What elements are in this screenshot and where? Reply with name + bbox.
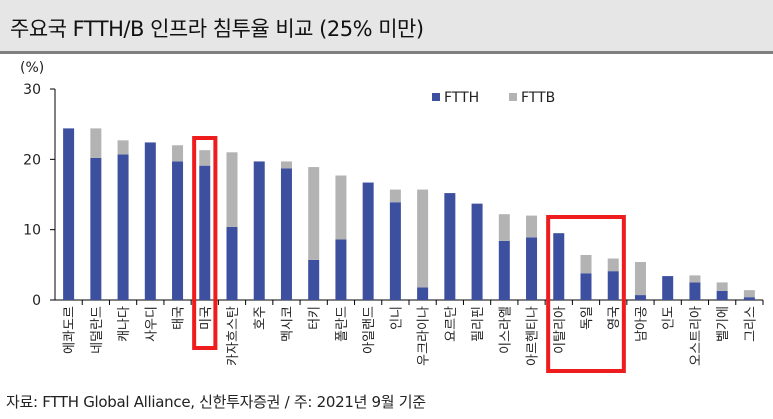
bar-ftth-17 [526, 237, 538, 300]
bar-ftth-0 [63, 128, 75, 300]
bar-fttb-9 [308, 167, 320, 260]
bar-fttb-21 [634, 262, 646, 296]
x-category-label: 영국 [607, 306, 622, 330]
bar-ftth-20 [607, 271, 619, 300]
bar-ftth-1 [90, 157, 102, 300]
x-category-label: 미국 [199, 306, 214, 330]
bar-ftth-10 [335, 239, 347, 300]
bar-fttb-23 [689, 275, 701, 283]
bar-ftth-12 [389, 202, 401, 300]
bar-ftth-8 [280, 168, 292, 300]
x-category-label: 오스트리아 [689, 306, 704, 366]
bar-fttb-20 [607, 258, 619, 272]
x-category-label: 태국 [172, 306, 187, 330]
bar-fttb-6 [226, 152, 238, 227]
bar-fttb-1 [90, 128, 102, 158]
y-tick-label: 10 [23, 223, 41, 239]
y-tick-label: 20 [23, 152, 41, 168]
x-category-label: 요르단 [444, 306, 459, 342]
chart-title: 주요국 FTTH/B 인프라 침투율 비교 (25% 미만) [10, 17, 424, 41]
bar-fttb-13 [417, 189, 429, 288]
bar-fttb-24 [716, 282, 728, 291]
legend-swatch-fttb [509, 93, 517, 101]
bar-ftth-24 [716, 290, 728, 300]
bar-fttb-2 [117, 140, 129, 155]
x-category-label: 우크라이나 [417, 306, 432, 366]
x-category-label: 이스라엘 [498, 306, 513, 354]
bar-ftth-15 [471, 203, 483, 300]
bar-ftth-5 [199, 165, 211, 300]
y-tick-label: 30 [23, 82, 41, 98]
x-category-label: 멕시코 [280, 306, 295, 342]
y-tick-label: 0 [32, 293, 41, 309]
legend-swatch-ftth [432, 93, 440, 101]
x-category-label: 남아공 [634, 306, 649, 342]
bar-ftth-19 [580, 273, 592, 300]
bar-fttb-25 [743, 290, 755, 298]
bar-fttb-10 [335, 175, 347, 240]
bar-fttb-19 [580, 254, 592, 274]
x-category-label: 그리스 [743, 306, 758, 342]
legend-label-fttb: FTTB [521, 90, 555, 106]
bar-ftth-11 [362, 182, 374, 300]
bar-fttb-12 [389, 189, 401, 203]
legend-label-ftth: FTTH [444, 90, 479, 106]
bar-ftth-23 [689, 282, 701, 300]
bar-ftth-18 [553, 233, 565, 300]
x-category-label: 카자흐스탄 [226, 306, 241, 366]
bar-fttb-8 [280, 161, 292, 169]
highlight-box-0 [192, 136, 218, 350]
bar-ftth-7 [253, 161, 265, 300]
bar-ftth-22 [662, 276, 674, 300]
bar-ftth-9 [308, 259, 320, 300]
title-bar: 주요국 FTTH/B 인프라 침투율 비교 (25% 미만) [0, 0, 773, 54]
bar-ftth-2 [117, 154, 129, 300]
x-category-label: 이탈리아 [553, 306, 568, 354]
x-category-label: 호주 [253, 306, 268, 330]
x-category-label: 터키 [308, 306, 323, 330]
bar-ftth-14 [444, 193, 456, 300]
bar-ftth-16 [498, 240, 510, 300]
x-category-label: 캐나다 [117, 306, 132, 342]
x-category-label: 에콰도르 [63, 306, 78, 354]
x-category-label: 아르헨티나 [526, 306, 541, 366]
x-category-label: 네덜란드 [90, 306, 105, 354]
bar-fttb-16 [498, 214, 510, 241]
bar-ftth-25 [743, 297, 755, 300]
x-category-label: 아일랜드 [362, 306, 377, 354]
bar-ftth-3 [144, 142, 156, 300]
x-category-label: 벨기에 [716, 306, 731, 342]
bar-ftth-13 [417, 287, 429, 300]
x-category-label: 인니 [389, 306, 404, 330]
y-axis-unit-label: (%) [20, 60, 44, 76]
x-category-label: 독일 [580, 306, 595, 330]
bar-fttb-5 [199, 150, 211, 166]
bar-ftth-6 [226, 226, 238, 300]
stacked-bar-chart: (%) 0 10 20 30 에콰도르 네덜란드 캐나다 사우디 태국 미국 카자흐스탄 호주 멕시코 터키… [20, 60, 764, 373]
bar-fttb-17 [526, 215, 538, 238]
bar-ftth-4 [172, 161, 184, 300]
x-category-label: 인도 [662, 306, 677, 330]
bar-fttb-4 [172, 145, 184, 162]
highlight-box-1 [546, 215, 626, 373]
x-category-label: 필리핀 [471, 306, 486, 342]
bar-ftth-21 [634, 295, 646, 300]
x-category-label: 사우디 [144, 306, 159, 342]
x-category-label: 폴란드 [335, 306, 350, 342]
source-note: 자료: FTTH Global Alliance, 신한투자증권 / 주: 20… [6, 393, 426, 411]
